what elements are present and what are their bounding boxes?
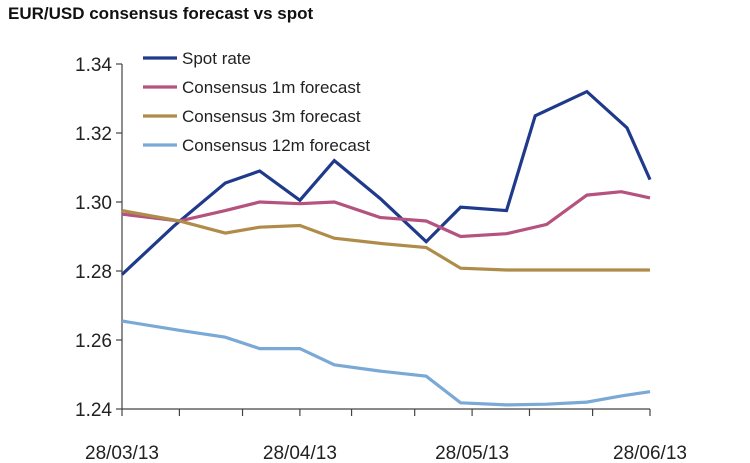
y-tick-label: 1.30 [75,193,112,214]
legend-label-consensus-12m-forecast: Consensus 12m forecast [182,136,370,155]
chart-axes: 1.24 1.26 1.28 1.30 1.32 1.34 28/03/13 28/04/13… [75,55,687,463]
y-tick-label: 1.24 [75,400,112,421]
chart-title: EUR/USD consensus forecast vs spot [8,4,314,23]
x-tick-label: 28/03/13 [85,443,159,463]
series-line-consensus-12m-forecast [121,319,651,407]
y-tick-label: 1.28 [75,262,112,283]
series-line-consensus-1m-forecast [121,190,651,239]
series-line-consensus-3m-forecast [121,209,650,272]
series-lines [120,89,652,407]
legend-label-consensus-3m-forecast: Consensus 3m forecast [182,107,361,126]
chart-legend: Spot rate Consensus 1m forecast Consensus … [143,49,370,155]
legend-label-spot-rate: Spot rate [182,49,251,68]
y-tick-label: 1.32 [75,124,112,145]
legend-label-consensus-1m-forecast: Consensus 1m forecast [182,78,361,97]
y-tick-label: 1.26 [75,331,112,352]
y-tick-label: 1.34 [75,55,112,76]
x-tick-label: 28/04/13 [263,443,337,463]
x-tick-label: 28/05/13 [435,443,509,463]
x-tick-label: 28/06/13 [613,443,687,463]
